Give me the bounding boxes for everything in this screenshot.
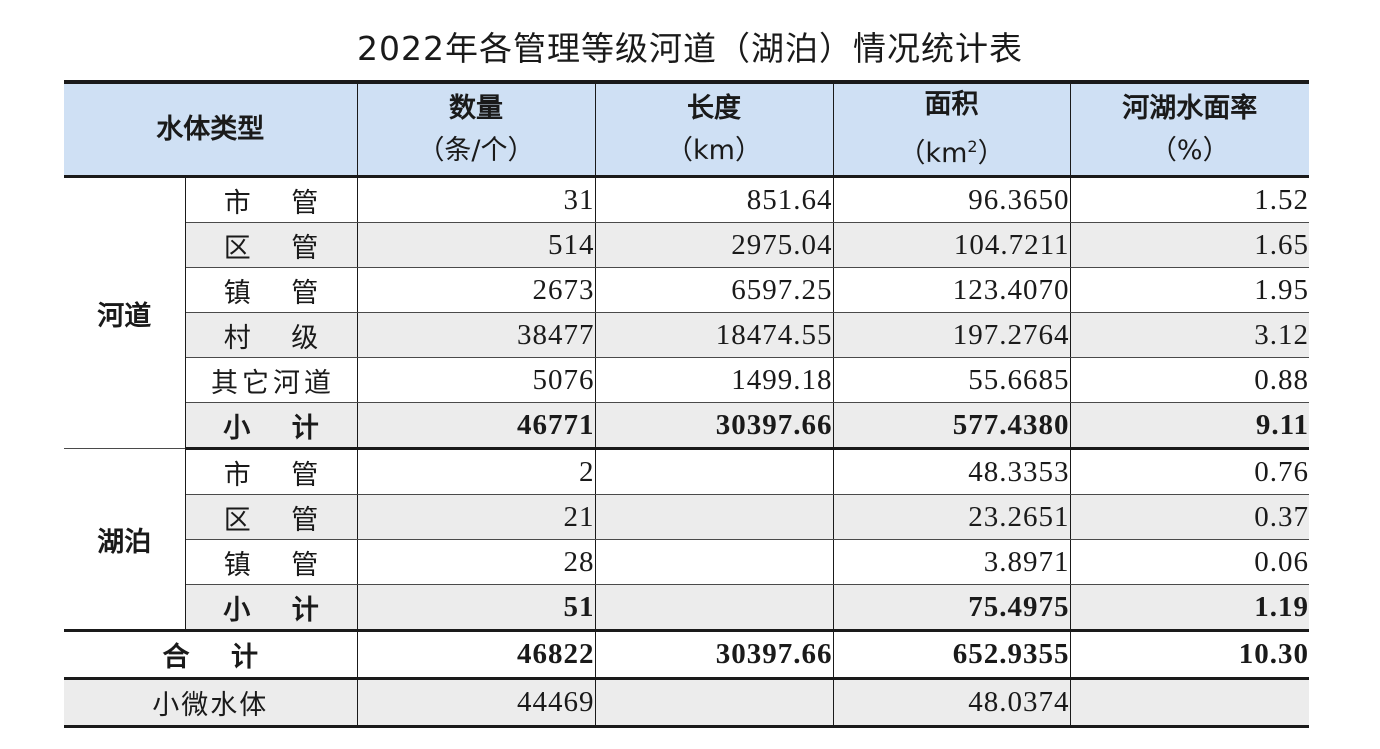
- cell-length: [595, 494, 834, 540]
- table-row: 其它河道 5076 1499.18 55.6685 0.88: [64, 357, 1309, 403]
- cell-rate: [1070, 678, 1309, 728]
- header-length-unit: （km）: [666, 134, 762, 166]
- row-label: 市 管: [185, 448, 358, 495]
- cell-rate: 9.11: [1070, 402, 1309, 450]
- cell-count: 44469: [357, 678, 596, 728]
- cell-count: 2673: [357, 267, 596, 313]
- header-row: 水体类型 数量 （条/个） 长度 （km） 面积 （km2） 河湖水面率 （%）: [64, 80, 1309, 178]
- cell-area: 48.3353: [833, 448, 1071, 495]
- header-water-type: 水体类型: [64, 80, 358, 178]
- cell-length: 851.64: [595, 176, 834, 223]
- row-label: 区 管: [185, 222, 358, 268]
- header-area-unit-sup: 2: [967, 137, 978, 156]
- cell-rate: 0.06: [1070, 539, 1309, 585]
- cell-area: 3.8971: [833, 539, 1071, 585]
- subtotal-row: 小 计 51 75.4975 1.19: [64, 584, 1309, 632]
- cell-rate: 1.19: [1070, 584, 1309, 632]
- cell-count: 28: [357, 539, 596, 585]
- cell-rate: 10.30: [1070, 630, 1309, 680]
- header-count: 数量 （条/个）: [357, 80, 596, 178]
- row-label: 市 管: [185, 176, 358, 223]
- header-area: 面积 （km2）: [833, 80, 1071, 178]
- cell-area: 96.3650: [833, 176, 1071, 223]
- table-title: 2022年各管理等级河道（湖泊）情况统计表: [357, 29, 1023, 68]
- cell-rate: 0.88: [1070, 357, 1309, 403]
- table-row: 区 管 21 23.2651 0.37: [64, 494, 1309, 540]
- cell-count: 514: [357, 222, 596, 268]
- cell-rate: 1.95: [1070, 267, 1309, 313]
- header-rate: 河湖水面率 （%）: [1070, 80, 1309, 178]
- cell-length: 6597.25: [595, 267, 834, 313]
- cell-area: 23.2651: [833, 494, 1071, 540]
- cell-length: 2975.04: [595, 222, 834, 268]
- group-label-river: 河道: [64, 176, 186, 449]
- cell-length: 18474.55: [595, 312, 834, 358]
- header-area-unit-pre: （km: [898, 138, 968, 169]
- header-length-label: 长度: [687, 92, 741, 124]
- total-label: 合 计: [64, 630, 358, 680]
- row-label: 区 管: [185, 494, 358, 540]
- cell-rate: 3.12: [1070, 312, 1309, 358]
- cell-length: 1499.18: [595, 357, 834, 403]
- table-row: 镇 管 2673 6597.25 123.4070 1.95: [64, 267, 1309, 313]
- row-label: 其它河道: [185, 357, 358, 403]
- header-rate-label: 河湖水面率: [1122, 92, 1258, 124]
- header-count-label: 数量: [449, 92, 503, 124]
- cell-rate: 0.37: [1070, 494, 1309, 540]
- row-label: 镇 管: [185, 539, 358, 585]
- cell-count: 5076: [357, 357, 596, 403]
- header-area-unit-post: ）: [977, 138, 1005, 169]
- header-length: 长度 （km）: [595, 80, 834, 178]
- cell-area: 75.4975: [833, 584, 1071, 632]
- cell-area: 577.4380: [833, 402, 1071, 450]
- cell-rate: 1.52: [1070, 176, 1309, 223]
- cell-area: 123.4070: [833, 267, 1071, 313]
- row-label: 村 级: [185, 312, 358, 358]
- cell-length: [595, 539, 834, 585]
- subtotal-label: 小 计: [185, 402, 358, 450]
- cell-length: [595, 584, 834, 632]
- cell-length: 30397.66: [595, 402, 834, 450]
- cell-length: 30397.66: [595, 630, 834, 680]
- cell-area: 104.7211: [833, 222, 1071, 268]
- cell-count: 2: [357, 448, 596, 495]
- statistics-table: 水体类型 数量 （条/个） 长度 （km） 面积 （km2） 河湖水面率 （%）…: [64, 80, 1309, 728]
- cell-length: [595, 448, 834, 495]
- subtotal-row: 小 计 46771 30397.66 577.4380 9.11: [64, 402, 1309, 450]
- row-label: 镇 管: [185, 267, 358, 313]
- micro-label: 小微水体: [64, 678, 358, 728]
- table-row: 河道 市 管 31 851.64 96.3650 1.52: [64, 176, 1309, 449]
- cell-length: [595, 678, 834, 728]
- group-label-lake: 湖泊: [64, 448, 186, 632]
- cell-area: 652.9355: [833, 630, 1071, 680]
- cell-rate: 1.65: [1070, 222, 1309, 268]
- header-rate-unit: （%）: [1149, 134, 1230, 166]
- subtotal-label: 小 计: [185, 584, 358, 632]
- cell-count: 31: [357, 176, 596, 223]
- cell-count: 46771: [357, 402, 596, 450]
- table-row: 镇 管 28 3.8971 0.06: [64, 539, 1309, 585]
- cell-area: 197.2764: [833, 312, 1071, 358]
- cell-count: 46822: [357, 630, 596, 680]
- table-row: 湖泊 市 管 2 48.3353 0.76: [64, 448, 1309, 632]
- cell-count: 51: [357, 584, 596, 632]
- cell-area: 48.0374: [833, 678, 1071, 728]
- cell-count: 21: [357, 494, 596, 540]
- cell-area: 55.6685: [833, 357, 1071, 403]
- header-count-unit: （条/个）: [417, 134, 535, 166]
- table-row: 区 管 514 2975.04 104.7211 1.65: [64, 222, 1309, 268]
- micro-row: 小微水体 44469 48.0374: [64, 678, 1309, 728]
- table-row: 村 级 38477 18474.55 197.2764 3.12: [64, 312, 1309, 358]
- header-area-unit: （km2）: [834, 126, 1070, 174]
- cell-count: 38477: [357, 312, 596, 358]
- total-row: 合 计 46822 30397.66 652.9355 10.30: [64, 630, 1309, 680]
- header-area-label: 面积: [924, 89, 979, 120]
- cell-rate: 0.76: [1070, 448, 1309, 495]
